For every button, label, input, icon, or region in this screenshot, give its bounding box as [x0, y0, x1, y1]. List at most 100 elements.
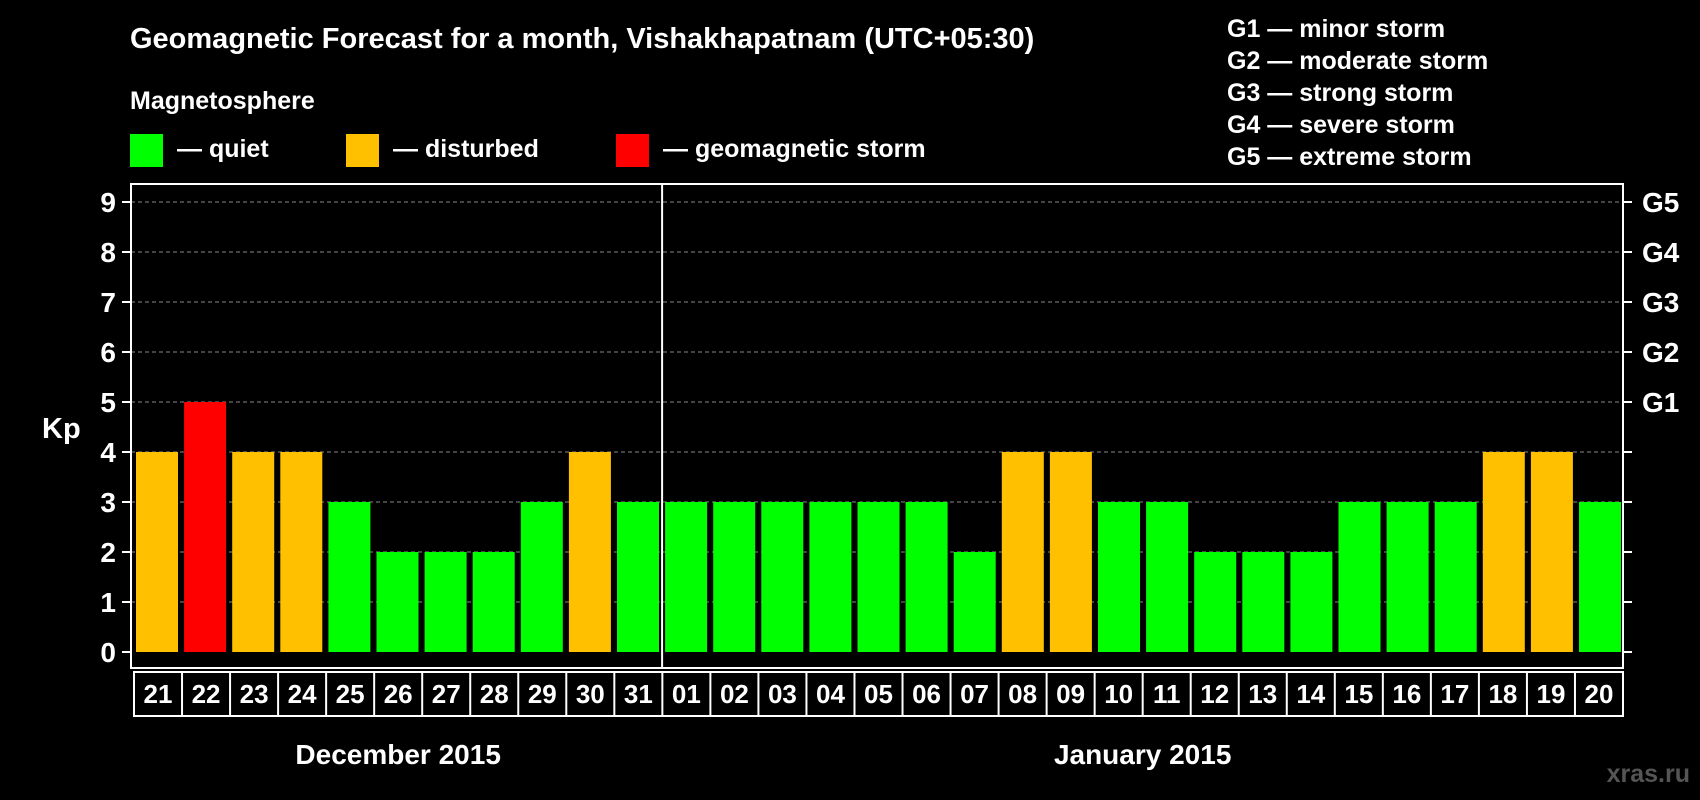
x-tick-label: 30 — [576, 679, 605, 709]
right-axis-label: G4 — [1642, 237, 1680, 268]
x-tick-label: 23 — [240, 679, 269, 709]
x-tick-label: 07 — [960, 679, 989, 709]
bar — [1146, 502, 1189, 652]
x-tick-label: 24 — [288, 679, 317, 709]
right-axis-label: G3 — [1642, 287, 1679, 318]
y-tick-label: 7 — [100, 287, 116, 318]
storm-scale-item: G5 — extreme storm — [1227, 143, 1472, 171]
month-label: January 2015 — [1054, 739, 1231, 770]
y-tick-label: 1 — [100, 587, 116, 618]
bar — [1242, 552, 1285, 652]
legend-label-disturbed: — disturbed — [393, 135, 539, 163]
bar — [1386, 502, 1429, 652]
x-tick-label: 02 — [720, 679, 749, 709]
month-label: December 2015 — [295, 739, 500, 770]
bar — [328, 502, 371, 652]
x-tick-label: 17 — [1440, 679, 1469, 709]
bar — [1530, 452, 1573, 652]
bar — [1049, 452, 1092, 652]
right-axis-label: G5 — [1642, 187, 1679, 218]
bar — [1579, 502, 1621, 652]
x-tick-label: 04 — [816, 679, 845, 709]
bar — [376, 552, 419, 652]
chart-subtitle: Magnetosphere — [130, 87, 315, 115]
legend-label-quiet: — quiet — [177, 135, 269, 163]
bar — [424, 552, 467, 652]
bar — [1482, 452, 1525, 652]
x-tick-label: 22 — [192, 679, 221, 709]
x-tick-label: 25 — [336, 679, 365, 709]
x-tick-label: 20 — [1585, 679, 1614, 709]
x-tick-label: 27 — [432, 679, 461, 709]
x-tick-label: 05 — [864, 679, 893, 709]
legend-label-storm: — geomagnetic storm — [663, 135, 926, 163]
x-tick-label: 16 — [1392, 679, 1421, 709]
bar — [1290, 552, 1333, 652]
y-tick-label: 5 — [100, 387, 116, 418]
legend-swatch-quiet — [130, 134, 163, 167]
x-tick-label: 14 — [1296, 679, 1325, 709]
bar — [857, 502, 900, 652]
x-tick-label: 08 — [1008, 679, 1037, 709]
bar — [953, 552, 996, 652]
bar — [280, 452, 323, 652]
x-tick-label: 15 — [1344, 679, 1373, 709]
bar — [1434, 502, 1477, 652]
x-tick-label: 19 — [1536, 679, 1565, 709]
x-tick-label: 29 — [528, 679, 557, 709]
x-tick-label: 13 — [1248, 679, 1277, 709]
x-tick-label: 11 — [1153, 679, 1181, 709]
watermark: xras.ru — [1607, 760, 1690, 788]
bar — [136, 452, 178, 652]
chart-title: Geomagnetic Forecast for a month, Vishak… — [130, 23, 1034, 55]
status-legend: — quiet — disturbed — geomagnetic storm — [130, 134, 926, 167]
x-tick-label: 06 — [912, 679, 941, 709]
y-tick-label: 2 — [100, 537, 116, 568]
bar — [184, 402, 227, 652]
right-axis-label: G1 — [1642, 387, 1679, 418]
month-labels: December 2015 January 2015 — [295, 739, 1231, 770]
x-tick-label: 09 — [1056, 679, 1085, 709]
bar — [568, 452, 611, 652]
x-tick-label: 03 — [768, 679, 797, 709]
x-axis: 21 22 23 24 25 26 27 28 29 30 31 01 02 03 04 05 06 07 08 09… — [133, 671, 1624, 717]
y-axis-label: Kp — [42, 413, 81, 445]
right-axis: G1 G2 G3 G4 G5 — [1623, 187, 1680, 653]
y-tick-label: 6 — [100, 337, 116, 368]
bar — [1194, 552, 1237, 652]
y-tick-label: 8 — [100, 237, 116, 268]
x-tick-label: 26 — [384, 679, 413, 709]
right-axis-label: G2 — [1642, 337, 1679, 368]
x-tick-label: 12 — [1200, 679, 1229, 709]
storm-scale-item: G1 — minor storm — [1227, 15, 1445, 43]
x-tick-label: 31 — [624, 679, 653, 709]
bar — [520, 502, 563, 652]
y-tick-label: 0 — [100, 637, 116, 668]
legend-swatch-storm — [616, 134, 649, 167]
bar — [809, 502, 852, 652]
plot-frame — [130, 183, 1624, 669]
y-tick-label: 4 — [100, 437, 116, 468]
x-tick-label: 21 — [144, 679, 173, 709]
bar — [472, 552, 515, 652]
bar — [1098, 502, 1140, 652]
bar — [713, 502, 756, 652]
bar — [1338, 502, 1381, 652]
x-tick-label: 01 — [672, 679, 701, 709]
bar — [905, 502, 948, 652]
bar — [232, 452, 275, 652]
bar — [665, 502, 708, 652]
storm-scale-item: G4 — severe storm — [1227, 111, 1455, 139]
y-tick-label: 3 — [100, 487, 116, 518]
storm-scale-legend: G1 — minor storm G2 — moderate storm G3 — … — [1227, 15, 1488, 171]
storm-scale-item: G3 — strong storm — [1227, 79, 1453, 107]
bar — [761, 502, 804, 652]
x-axis-box — [133, 671, 1624, 717]
y-axis: 0 1 2 3 4 5 6 7 8 9 — [100, 187, 131, 668]
x-tick-label: 28 — [480, 679, 509, 709]
x-tick-label: 10 — [1104, 679, 1133, 709]
legend-swatch-disturbed — [346, 134, 379, 167]
bar — [1001, 452, 1044, 652]
bars — [136, 402, 1621, 652]
